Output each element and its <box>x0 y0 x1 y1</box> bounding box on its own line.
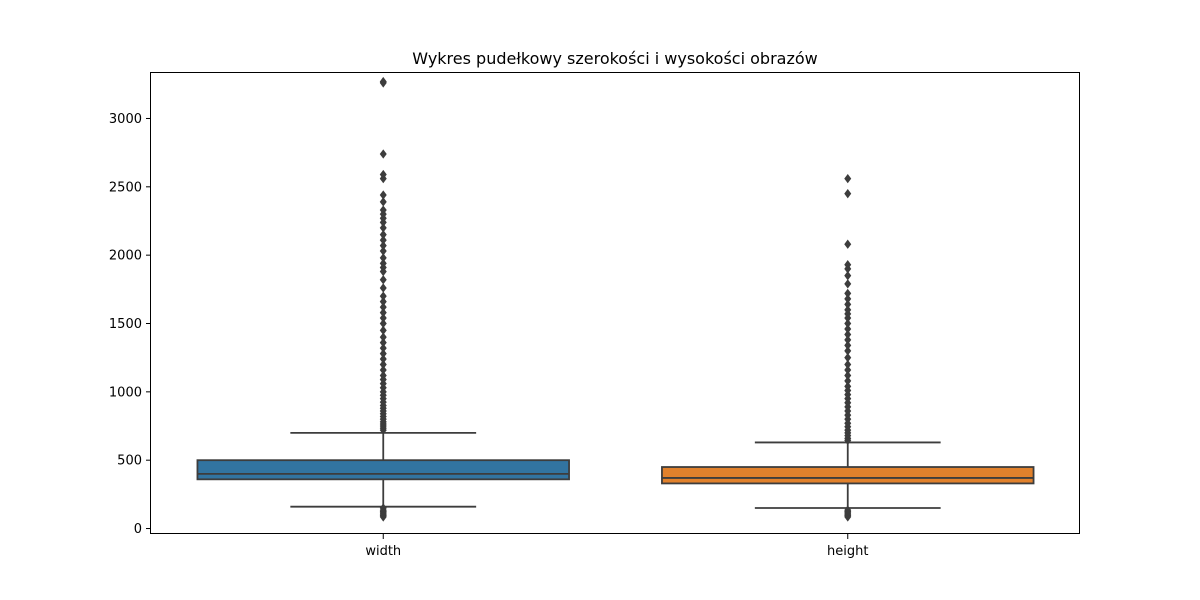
outlier-point <box>844 294 852 304</box>
outlier-point <box>379 332 387 342</box>
outlier-point <box>379 348 387 359</box>
outlier-point <box>844 376 852 386</box>
box-width <box>196 76 570 522</box>
outlier-point <box>379 307 387 318</box>
iqr-box <box>196 459 570 481</box>
plot-frame <box>150 72 1080 534</box>
outlier-point <box>844 299 852 310</box>
outlier-point <box>379 365 387 375</box>
y-axis: 0 500 1000 1500 2000 2500 3000 <box>109 112 151 537</box>
outlier-point <box>379 197 387 207</box>
x-tick-label: height <box>827 544 868 559</box>
outlier-point <box>844 365 852 375</box>
outlier-point <box>379 359 387 370</box>
outlier-point <box>379 302 387 312</box>
outlier-point <box>379 76 387 87</box>
outlier-point <box>379 275 387 285</box>
outlier-point <box>379 223 387 233</box>
outlier-point <box>379 235 387 245</box>
outlier-point <box>379 318 387 329</box>
y-tick-label: 3000 <box>109 112 142 127</box>
outlier-point <box>844 370 852 381</box>
outlier-point <box>379 503 387 513</box>
outlier-point <box>844 288 852 299</box>
outlier-point <box>844 279 852 289</box>
outlier-point <box>844 335 852 345</box>
outlier-point <box>379 229 387 240</box>
outlier-point <box>379 313 387 323</box>
outlier-point <box>844 260 852 270</box>
y-tick-label: 500 <box>117 454 142 469</box>
outlier-point <box>379 258 387 269</box>
outlier-point <box>844 359 852 370</box>
chart-title: Wykres pudełkowy szerokości i wysokości … <box>412 49 817 68</box>
box-height <box>661 173 1035 522</box>
y-tick-label: 0 <box>134 522 142 537</box>
y-tick-label: 1500 <box>109 317 142 332</box>
outlier-point <box>844 239 852 249</box>
outlier-point <box>379 169 387 180</box>
outlier-point <box>844 270 852 281</box>
outlier-point <box>379 190 387 200</box>
outlier-point <box>379 343 387 353</box>
outlier-point <box>379 253 387 263</box>
outlier-point <box>844 346 852 356</box>
iqr-box <box>661 466 1035 485</box>
outlier-point <box>844 324 852 334</box>
y-tick-label: 2500 <box>109 180 142 195</box>
outlier-point <box>379 291 387 301</box>
boxes-layer <box>196 76 1035 522</box>
outlier-point <box>844 381 852 392</box>
outlier-point <box>379 354 387 364</box>
outlier-point <box>379 205 387 215</box>
outlier-point <box>379 246 387 256</box>
outlier-point <box>844 353 852 363</box>
outlier-point <box>844 305 852 315</box>
outlier-point <box>379 337 387 348</box>
outlier-point <box>844 329 852 340</box>
outlier-point <box>379 296 387 307</box>
outlier-point <box>844 505 852 515</box>
y-tick-label: 1000 <box>109 385 142 400</box>
outlier-point <box>844 188 852 199</box>
outlier-point <box>379 283 387 293</box>
outlier-point <box>379 325 387 336</box>
y-tick-label: 2000 <box>109 249 142 264</box>
outlier-point <box>379 370 387 381</box>
x-tick-label: width <box>365 544 401 559</box>
outlier-point <box>844 340 852 351</box>
outlier-point <box>844 173 852 184</box>
outlier-point <box>379 149 387 159</box>
outlier-point <box>379 240 387 251</box>
outlier-point <box>844 318 852 329</box>
x-axis: width height <box>365 534 868 559</box>
